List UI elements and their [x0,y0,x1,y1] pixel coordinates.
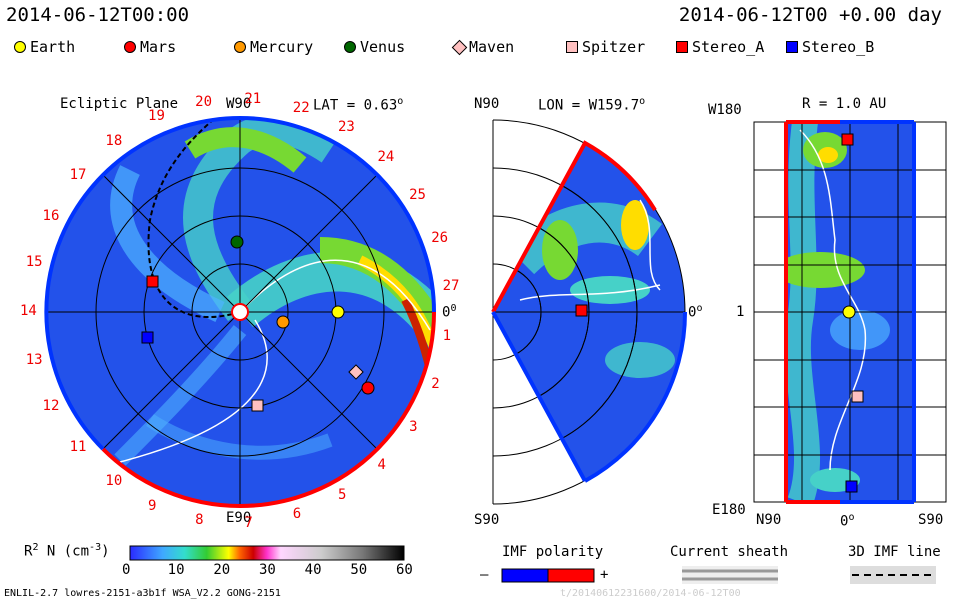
object-legend: Earth Mars Mercury Venus Maven Spitzer S… [0,38,960,58]
imf-plus-label: + [600,567,609,583]
stereo-a-marker [146,275,159,288]
colorbar-tick-10: 10 [167,562,185,578]
sector-label-14: 14 [20,303,37,319]
stereo-b-icon [786,41,798,53]
imf-minus-label: – [480,567,489,583]
legend-earth: Earth [14,38,75,56]
sector-label-21: 21 [244,91,262,108]
sector-label-16: 16 [42,207,60,224]
imf-positive-bar [547,568,595,583]
sector-label-2: 2 [431,375,440,392]
sector-label-8: 8 [195,511,204,528]
sector-label-5: 5 [338,486,347,503]
sector-label-6: 6 [292,506,302,523]
ecliptic-w90-label: W90 [226,96,252,112]
imf-polarity-label: IMF polarity [502,544,604,560]
map-s90-label: S90 [918,512,944,528]
legend-mars: Mars [124,38,176,56]
mercury-icon [234,41,246,53]
sector-label-3: 3 [409,419,418,436]
sector-label-1: 1 [442,327,451,344]
map-stereo-a-marker [841,133,854,146]
sector-label-20: 20 [195,94,213,111]
sector-label-15: 15 [25,254,43,271]
sector-label-19: 19 [148,108,165,125]
map-one-label: 1 [736,304,745,320]
meridional-lon-label: LON = W159.7o [538,96,646,114]
spitzer-icon [566,41,578,53]
legend-stereo-b: Stereo_B [786,38,874,56]
latlon-map-panel [753,120,947,504]
colorbar-tick-60: 60 [396,562,413,578]
meridional-stereo-a-marker [575,304,588,317]
sector-label-23: 23 [338,119,355,136]
ecliptic-e90-label: E90 [226,510,252,526]
sector-label-10: 10 [105,473,123,490]
colorbar-tick-50: 50 [350,562,368,578]
sector-label-11: 11 [69,439,87,456]
run-datetime: 2014-06-12T00:00 [6,4,190,26]
sector-label-12: 12 [42,398,60,415]
sun-icon [231,303,249,321]
earth-icon [14,41,26,53]
colorbar-tick-20: 20 [213,562,231,578]
stereo-b-marker [141,331,154,344]
stereo-a-icon [676,41,688,53]
mercury-marker [276,315,290,329]
mars-icon [124,41,136,53]
ecliptic-title: Ecliptic Plane [60,96,179,112]
map-e180-label: E180 [712,502,746,518]
sector-label-17: 17 [69,166,87,183]
sector-label-26: 26 [431,230,449,247]
ecliptic-plane-panel [44,116,436,508]
ecliptic-lat-label: LAT = 0.63o [313,96,404,114]
current-sheath-swatch [682,566,778,584]
model-version-footer: ENLIL-2.7 lowres-2151-a3b1f WSA_V2.2 GON… [4,588,281,599]
imf-line-label: 3D IMF line [848,544,941,560]
map-spitzer-marker [851,390,864,403]
map-earth-marker [842,305,856,319]
map-zero-label: 0o [840,512,855,530]
meridional-s90-label: S90 [474,512,500,528]
venus-marker [230,235,244,249]
sector-label-4: 4 [377,457,386,474]
meridional-n90-label: N90 [474,96,500,112]
earth-marker [331,305,345,319]
colorbar-label: R2 N (cm-3) [24,542,110,560]
map-w180-label: W180 [708,102,742,118]
sector-label-27: 27 [442,278,460,295]
spitzer-marker [251,399,264,412]
mars-marker [361,381,375,395]
sector-label-24: 24 [377,148,395,165]
legend-maven: Maven [451,38,514,56]
meridional-panel [491,119,688,505]
density-colorbar [129,545,405,561]
colorbar-tick-30: 30 [259,562,276,578]
legend-stereo-a: Stereo_A [676,38,764,56]
colorbar-tick-40: 40 [304,562,322,578]
sector-label-13: 13 [25,351,43,368]
sector-label-9: 9 [148,497,157,514]
imf-negative-bar [501,568,549,583]
maven-marker [348,364,364,380]
map-stereo-b-marker [845,480,858,493]
run-path-footer: t/20140612231600/2014-06-12T00 [560,588,741,599]
legend-venus: Venus [344,38,405,56]
sector-label-22: 22 [292,99,310,116]
venus-icon [344,41,356,53]
meridional-zero-label: 0o [688,303,703,321]
ecliptic-zero-label: 00 [442,303,457,321]
sector-label-7: 7 [244,514,253,531]
sector-label-18: 18 [105,132,123,149]
legend-spitzer: Spitzer [566,38,645,56]
model-datetime: 2014-06-12T00 +0.00 day [678,4,942,26]
current-sheath-label: Current sheath [670,544,789,560]
legend-mercury: Mercury [234,38,313,56]
sector-label-25: 25 [409,186,426,203]
colorbar-tick-0: 0 [122,562,131,578]
map-title: R = 1.0 AU [802,96,887,112]
map-n90-label: N90 [756,512,782,528]
